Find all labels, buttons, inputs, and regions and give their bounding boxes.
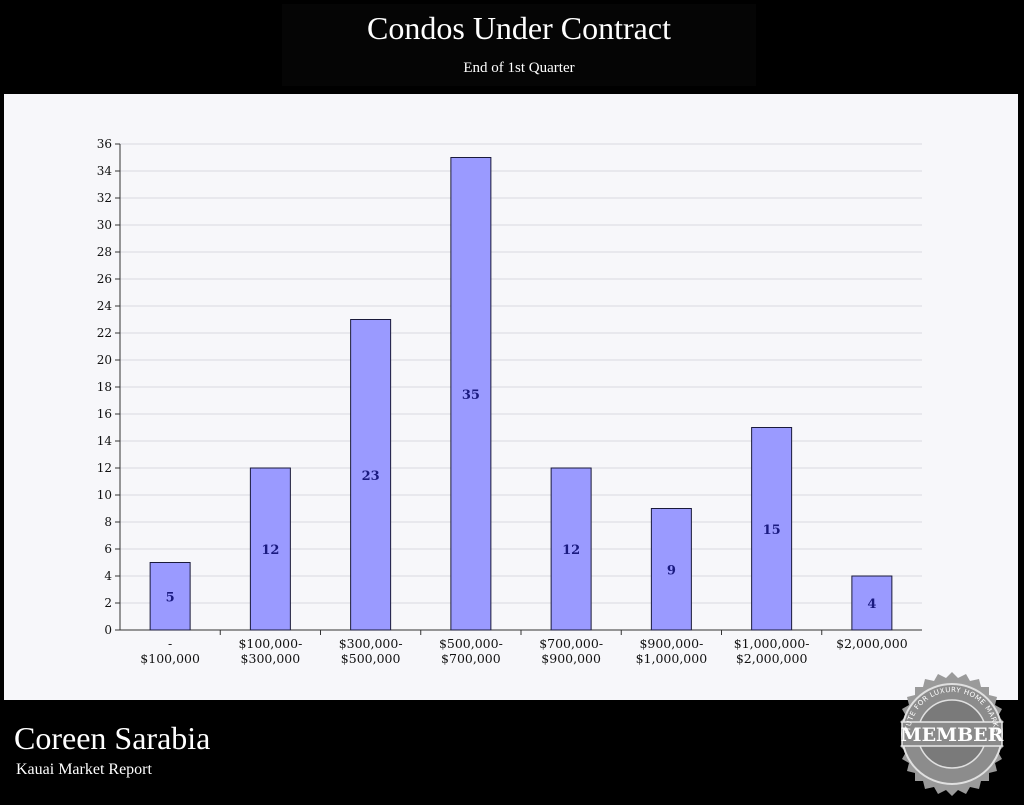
- y-tick-label: 36: [97, 137, 112, 151]
- y-tick-label: 6: [104, 542, 112, 556]
- y-tick-label: 18: [97, 380, 112, 394]
- y-tick-label: 4: [104, 569, 112, 583]
- x-category-label: $2,000,000: [836, 636, 908, 651]
- bar: [751, 427, 793, 631]
- agent-name: Coreen Sarabia: [14, 720, 211, 756]
- x-category-label: $900,000-: [639, 636, 703, 651]
- bar-value-label: 12: [261, 543, 279, 558]
- bar: [350, 319, 392, 631]
- title-box: Condos Under Contract End of 1st Quarter: [282, 4, 756, 86]
- y-tick-label: 28: [97, 245, 112, 259]
- chart-panel: 0 2 4 6 8 10 12 14 16 18 20 22 24 26 28 30 32 34 36 5- $100,…: [4, 94, 1018, 700]
- bar-value-label: 15: [763, 523, 781, 538]
- chart-title: Condos Under Contract: [367, 10, 671, 46]
- y-tick-label: 12: [97, 461, 112, 475]
- x-category-label: $100,000: [140, 651, 200, 666]
- bar: [149, 562, 191, 631]
- y-tick-label: 14: [97, 434, 113, 448]
- y-tick-label: 16: [97, 407, 112, 421]
- x-category-label: $900,000: [541, 651, 601, 666]
- seal-center-text: MEMBER: [901, 724, 1004, 746]
- y-tick-label: 22: [97, 326, 112, 340]
- y-tick-label: 26: [97, 272, 112, 286]
- x-category-label: -: [168, 636, 172, 651]
- bar: [450, 157, 492, 631]
- chart-subtitle: End of 1st Quarter: [463, 60, 575, 76]
- y-tick-label: 2: [104, 596, 112, 610]
- y-tick-label: 20: [97, 353, 112, 367]
- bar: [650, 508, 692, 631]
- member-seal-icon: MEMBER INSTITUTE FOR LUXURY HOME MARKETI…: [888, 670, 1004, 796]
- x-category-label: $500,000: [341, 651, 401, 666]
- x-category-label: $1,000,000-: [734, 636, 810, 651]
- bar: [249, 467, 291, 631]
- y-tick-label: 0: [104, 623, 112, 637]
- x-category-label: $700,000-: [539, 636, 603, 651]
- x-category-label: $100,000-: [238, 636, 302, 651]
- bar: [550, 467, 592, 631]
- y-tick-label: 34: [97, 164, 113, 178]
- bar-value-label: 12: [562, 543, 580, 558]
- bar-value-label: 23: [362, 469, 380, 484]
- bar-value-label: 9: [667, 563, 676, 578]
- y-tick-label: 24: [97, 299, 113, 313]
- bar-value-label: 35: [462, 388, 480, 403]
- bar-value-label: 5: [166, 590, 175, 605]
- y-tick-label: 8: [104, 515, 112, 529]
- x-category-label: $300,000: [241, 651, 301, 666]
- report-subtitle: Kauai Market Report: [16, 761, 152, 778]
- x-category-label: $1,000,000: [636, 651, 708, 666]
- x-category-label: $500,000-: [439, 636, 503, 651]
- bar-value-label: 4: [867, 597, 876, 612]
- y-tick-label: 30: [97, 218, 112, 232]
- y-tick-label: 10: [97, 488, 112, 502]
- x-category-label: $2,000,000: [736, 651, 808, 666]
- bar: [851, 575, 893, 631]
- y-tick-label: 32: [97, 191, 112, 205]
- bar-chart: 0246810121416182022242628303234365-$100,…: [97, 137, 922, 666]
- x-category-label: $700,000: [441, 651, 501, 666]
- x-category-label: $300,000-: [339, 636, 403, 651]
